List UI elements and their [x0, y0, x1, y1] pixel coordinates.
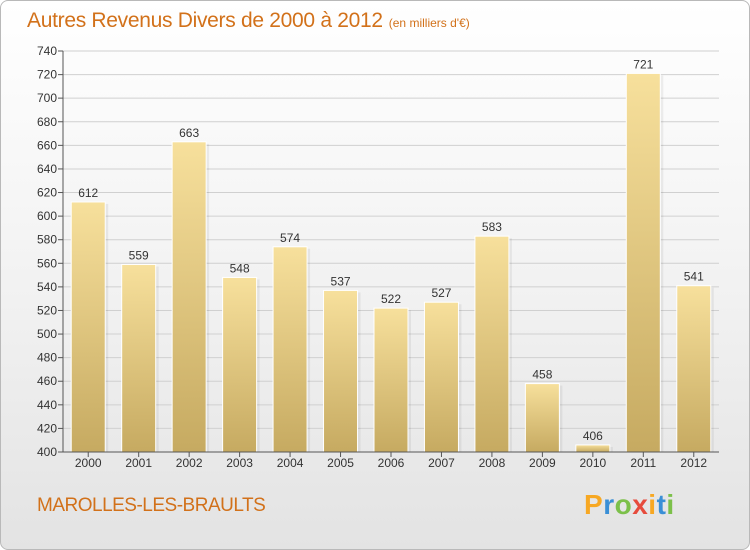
x-tick-label: 2000 [75, 456, 102, 470]
town-name: MAROLLES-LES-BRAULTS [37, 495, 266, 516]
y-tick-label: 600 [37, 209, 57, 223]
x-tick-label: 2008 [479, 456, 506, 470]
y-tick-label: 640 [37, 162, 57, 176]
bar-value-label: 537 [331, 274, 351, 288]
y-tick-label: 480 [37, 351, 57, 365]
logo-letter: i [648, 489, 657, 520]
y-tick-label: 500 [37, 327, 57, 341]
logo-letter: P [584, 489, 604, 520]
logo-letter: r [603, 489, 615, 520]
x-tick-label: 2001 [125, 456, 152, 470]
x-tick-label: 2004 [277, 456, 304, 470]
y-tick-label: 560 [37, 256, 57, 270]
bar-value-label: 559 [129, 248, 149, 262]
bars: 612 559 663 548 574 537 522 527 583 458 406 721 541 [70, 57, 714, 453]
y-tick-label: 460 [37, 374, 57, 388]
bar [121, 263, 157, 453]
bar [625, 72, 661, 453]
bar-value-label: 522 [381, 292, 401, 306]
logo-letter: x [632, 489, 649, 520]
x-tick-label: 2011 [630, 456, 656, 470]
bar-value-label: 721 [633, 57, 653, 71]
bar [373, 307, 409, 453]
bar [222, 276, 258, 453]
x-tick-label: 2010 [579, 456, 606, 470]
bar [676, 285, 712, 453]
bar-value-label: 574 [280, 231, 300, 245]
bar [171, 141, 207, 453]
y-tick-label: 420 [37, 421, 57, 435]
x-tick-label: 2007 [428, 456, 455, 470]
x-tick-label: 2012 [680, 456, 707, 470]
y-tick-label: 740 [37, 44, 57, 58]
y-tick-label: 540 [37, 280, 57, 294]
logo-letter: i [666, 489, 675, 520]
bar [524, 383, 560, 453]
y-tick-label: 400 [37, 445, 57, 459]
unit-note: (en milliers d'€) [388, 16, 470, 30]
bar-value-label: 458 [532, 368, 552, 382]
x-tick-label: 2006 [378, 456, 405, 470]
bar [575, 444, 611, 453]
y-tick-label: 580 [37, 233, 57, 247]
bar [70, 201, 106, 453]
bar-value-label: 663 [179, 126, 199, 140]
bar-value-label: 548 [230, 261, 250, 275]
bar-value-label: 406 [583, 429, 603, 443]
x-tick-label: 2002 [176, 456, 203, 470]
logo-letter: o [614, 489, 633, 520]
chart-title: Autres Revenus Divers de 2000 à 2012 (en … [27, 9, 470, 33]
y-axis: 400 420 440 460 480 500 520 540 560 580 600 620 640 6… [37, 44, 64, 459]
x-tick-label: 2003 [226, 456, 253, 470]
bar-value-label: 527 [431, 286, 451, 300]
bar [474, 235, 510, 453]
bar-value-label: 541 [684, 270, 704, 284]
y-tick-label: 520 [37, 303, 57, 317]
bar-value-label: 583 [482, 220, 502, 234]
bar [272, 246, 308, 453]
logo-letter: t [656, 489, 667, 520]
x-tick-label: 2005 [327, 456, 354, 470]
y-tick-label: 720 [37, 68, 57, 82]
title-text: Autres Revenus Divers de 2000 à 2012 [27, 9, 383, 32]
y-tick-label: 440 [37, 398, 57, 412]
x-tick-label: 2009 [529, 456, 556, 470]
x-axis: 2000 2001 2002 2003 2004 2005 2006 2007 2008 2009… [63, 451, 719, 470]
bar [423, 301, 459, 453]
y-tick-label: 680 [37, 115, 57, 129]
bar [323, 289, 359, 453]
y-tick-label: 620 [37, 186, 57, 200]
y-tick-label: 700 [37, 91, 57, 105]
y-tick-label: 660 [37, 138, 57, 152]
proxiti-logo: Proxiti [584, 489, 675, 521]
bar-value-label: 612 [78, 186, 98, 200]
